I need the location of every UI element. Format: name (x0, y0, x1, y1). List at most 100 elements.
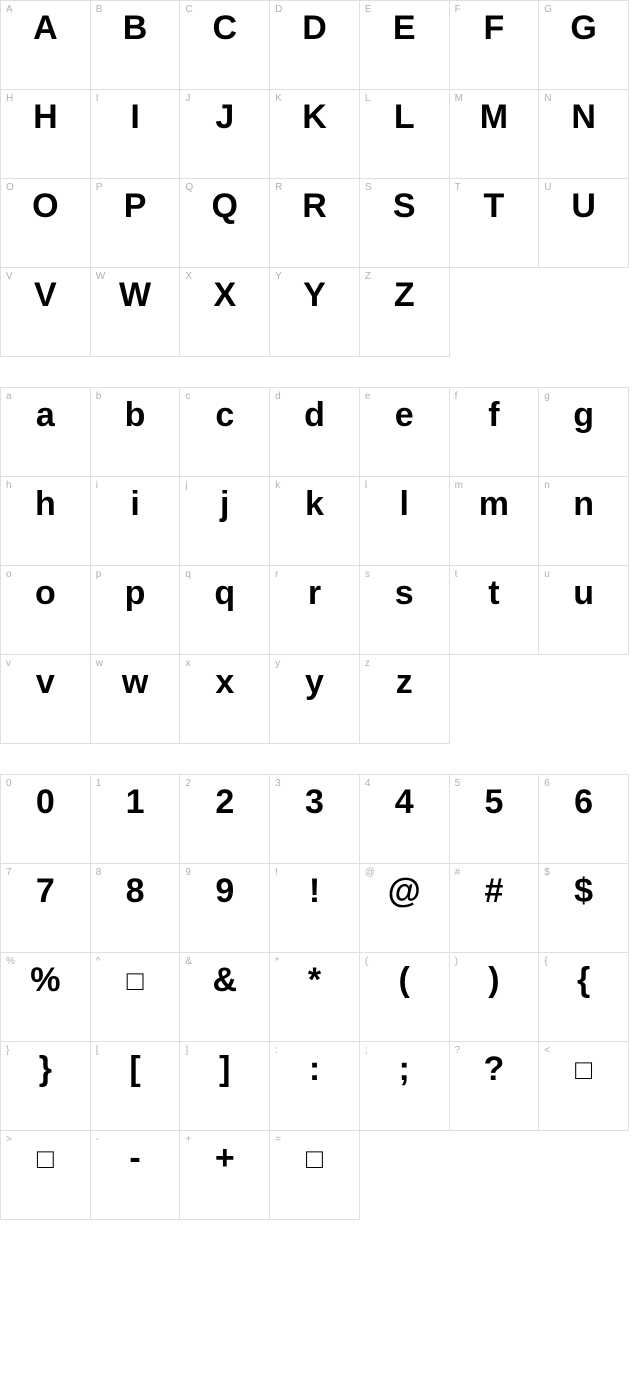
glyph-display: N (539, 100, 628, 134)
glyph-label: = (275, 1134, 281, 1145)
glyph-cell: ll (360, 477, 450, 566)
glyph-display: ( (360, 963, 449, 997)
glyph-display: Y (270, 278, 359, 312)
glyph-cell: cc (180, 388, 270, 477)
glyph-display: P (91, 189, 180, 223)
glyph-display: U (539, 189, 628, 223)
glyph-cell: 22 (180, 775, 270, 864)
glyph-display: x (180, 665, 269, 699)
glyph-display: z (360, 665, 449, 699)
glyph-display: E (360, 11, 449, 45)
glyph-display: b (91, 398, 180, 432)
glyph-cell: [[ (91, 1042, 181, 1131)
glyph-cell: ss (360, 566, 450, 655)
glyph-display: { (539, 963, 628, 997)
glyph-display: J (180, 100, 269, 134)
section-symbols: 00112233445566778899!!@@##$$%%^□&&**(())… (0, 774, 640, 1220)
glyph-display: 8 (91, 874, 180, 908)
glyph-cell: aa (1, 388, 91, 477)
glyph-cell: && (180, 953, 270, 1042)
glyph-display: □ (91, 967, 180, 995)
glyph-display: v (1, 665, 90, 699)
glyph-cell: MM (450, 90, 540, 179)
glyph-display: F (450, 11, 539, 45)
glyph-display: I (91, 100, 180, 134)
glyph-label: ^ (96, 956, 101, 967)
glyph-cell: FF (450, 1, 540, 90)
glyph-display: ! (270, 874, 359, 908)
glyph-display: 0 (1, 785, 90, 819)
glyph-display: T (450, 189, 539, 223)
glyph-cell: WW (91, 268, 181, 357)
glyph-cell: SS (360, 179, 450, 268)
glyph-cell: UU (539, 179, 629, 268)
glyph-display: 9 (180, 874, 269, 908)
glyph-cell: hh (1, 477, 91, 566)
glyph-cell: %% (1, 953, 91, 1042)
glyph-display: ? (450, 1052, 539, 1086)
glyph-display: j (180, 487, 269, 521)
glyph-display: - (91, 1141, 180, 1175)
glyph-cell: HH (1, 90, 91, 179)
glyph-cell: ++ (180, 1131, 270, 1220)
glyph-cell: jj (180, 477, 270, 566)
glyph-display: o (1, 576, 90, 610)
glyph-cell: ee (360, 388, 450, 477)
font-specimen-chart: AABBCCDDEEFFGGHHIIJJKKLLMMNNOOPPQQRRSSTT… (0, 0, 640, 1220)
section-uppercase: AABBCCDDEEFFGGHHIIJJKKLLMMNNOOPPQQRRSSTT… (0, 0, 640, 357)
glyph-display: D (270, 11, 359, 45)
glyph-cell: dd (270, 388, 360, 477)
glyph-display: 7 (1, 874, 90, 908)
glyph-cell: $$ (539, 864, 629, 953)
glyph-display: q (180, 576, 269, 610)
glyph-display: i (91, 487, 180, 521)
glyph-display: ) (450, 963, 539, 997)
glyph-display: n (539, 487, 628, 521)
glyph-cell: II (91, 90, 181, 179)
glyph-cell: 66 (539, 775, 629, 864)
glyph-cell: ZZ (360, 268, 450, 357)
glyph-cell: 88 (91, 864, 181, 953)
glyph-display: G (539, 11, 628, 45)
glyph-display: t (450, 576, 539, 610)
glyph-cell: mm (450, 477, 540, 566)
glyph-display: m (450, 487, 539, 521)
glyph-cell: 99 (180, 864, 270, 953)
glyph-display: V (1, 278, 90, 312)
glyph-display: # (450, 874, 539, 908)
glyph-cell: 11 (91, 775, 181, 864)
glyph-display: % (1, 963, 90, 997)
glyph-display: W (91, 278, 180, 312)
glyph-display: a (1, 398, 90, 432)
glyph-cell: uu (539, 566, 629, 655)
glyph-display: [ (91, 1052, 180, 1086)
glyph-display: X (180, 278, 269, 312)
glyph-display: s (360, 576, 449, 610)
glyph-cell: QQ (180, 179, 270, 268)
glyph-cell: PP (91, 179, 181, 268)
glyph-cell: ii (91, 477, 181, 566)
glyph-display: r (270, 576, 359, 610)
glyph-cell: nn (539, 477, 629, 566)
glyph-cell: vv (1, 655, 91, 744)
glyph-cell: tt (450, 566, 540, 655)
glyph-display: $ (539, 874, 628, 908)
glyph-display: y (270, 665, 359, 699)
glyph-cell: TT (450, 179, 540, 268)
glyph-display: K (270, 100, 359, 134)
glyph-grid: aabbccddeeffgghhiijjkkllmmnnooppqqrrsstt… (0, 387, 629, 744)
glyph-cell: yy (270, 655, 360, 744)
glyph-display: 2 (180, 785, 269, 819)
glyph-cell: RR (270, 179, 360, 268)
glyph-display: 5 (450, 785, 539, 819)
glyph-cell: kk (270, 477, 360, 566)
glyph-cell: 55 (450, 775, 540, 864)
glyph-cell: !! (270, 864, 360, 953)
glyph-display: O (1, 189, 90, 223)
glyph-display: d (270, 398, 359, 432)
glyph-display: Q (180, 189, 269, 223)
glyph-display: 6 (539, 785, 628, 819)
glyph-cell: ww (91, 655, 181, 744)
glyph-display: & (180, 963, 269, 997)
glyph-cell: :: (270, 1042, 360, 1131)
